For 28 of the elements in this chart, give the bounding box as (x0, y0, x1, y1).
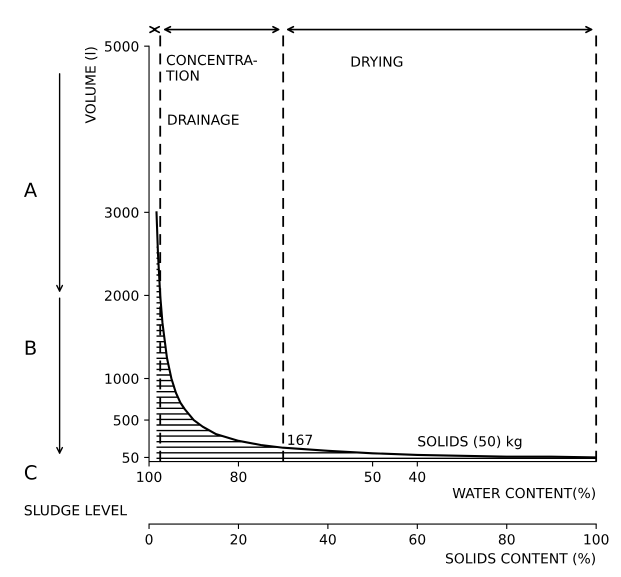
x-tick-label: 20 (230, 534, 246, 545)
x-tick-label: 60 (409, 534, 426, 545)
annotation: DRAINAGE (168, 114, 239, 125)
y-tick-label: 1000 (105, 373, 138, 384)
annotation: DRYING (352, 56, 402, 67)
x2-tick-label: 50 (364, 472, 381, 482)
x2-axis-title: WATER CONTENT(%) (452, 488, 595, 500)
x2-tick-label: 40 (409, 472, 426, 482)
annotation: CONCENTRA- TION (166, 54, 258, 81)
x-tick-label: 100 (584, 534, 608, 545)
y-tick-label: 2000 (104, 290, 138, 301)
x2-tick-label: 80 (230, 472, 246, 482)
text: SLUDGE LEVEL (24, 504, 127, 516)
text: C (24, 464, 36, 480)
text: A (24, 182, 37, 197)
annotation: 167 (288, 434, 312, 446)
x-axis-title: SOLIDS CONTENT (%) (446, 552, 595, 566)
y-tick-label: 50 (122, 452, 138, 463)
text: B (26, 340, 36, 355)
x-tick-label: 40 (320, 534, 336, 545)
x2-tick-label: 100 (137, 472, 162, 482)
x-tick-label: 80 (498, 534, 515, 545)
y-tick-label: 5000 (105, 41, 138, 52)
x-tick-label: 0 (146, 534, 153, 545)
y-tick-label: 500 (114, 415, 138, 426)
annotation: SOLIDS (50) kg (418, 436, 522, 450)
y-tick-label: 3000 (105, 207, 138, 218)
y-axis-title: VOLUME (l) (84, 47, 98, 124)
